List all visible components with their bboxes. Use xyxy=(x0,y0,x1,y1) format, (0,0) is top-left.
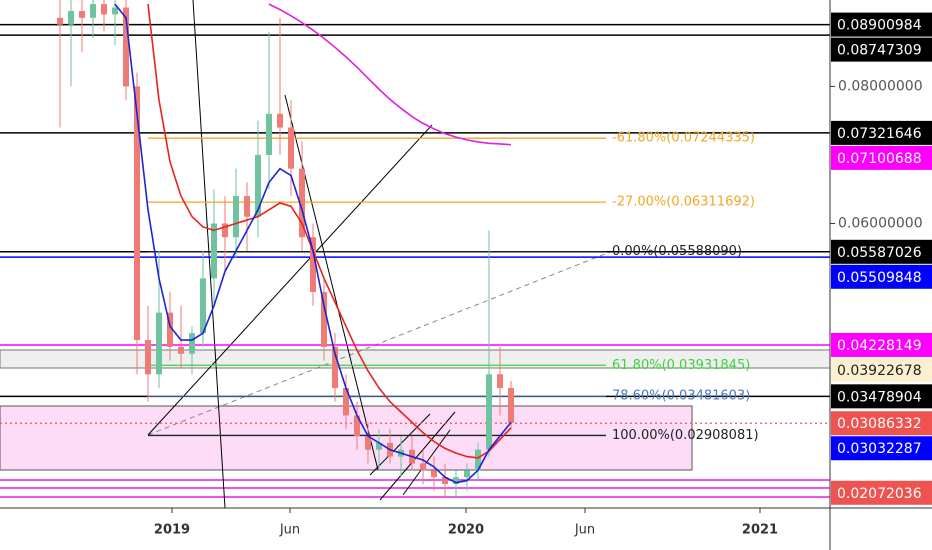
ma-line xyxy=(268,3,512,146)
price-label: 0.07100688 xyxy=(837,151,922,167)
price-label: 0.08747309 xyxy=(837,43,922,59)
candle-body xyxy=(288,127,294,169)
price-label: 0.04228149 xyxy=(837,338,922,354)
price-label-box xyxy=(831,411,932,436)
x-tick-label: 2020 xyxy=(448,523,484,538)
candle-body xyxy=(90,4,96,18)
candle-body xyxy=(321,292,327,347)
candle-body xyxy=(145,340,151,375)
price-label-box xyxy=(831,264,932,289)
price-label-box xyxy=(831,120,932,145)
price-label-box xyxy=(831,357,932,382)
x-tick-label: 2019 xyxy=(154,523,190,538)
price-label: 0.05509848 xyxy=(837,270,922,286)
trend-line xyxy=(147,124,433,436)
price-label-box xyxy=(831,37,932,62)
candle-body xyxy=(167,312,173,347)
candle-body xyxy=(57,17,63,25)
price-label-box xyxy=(831,332,932,357)
candle-body xyxy=(420,463,426,471)
candle-body xyxy=(365,436,371,450)
candle-body xyxy=(189,333,195,354)
candle-body xyxy=(277,113,283,128)
x-tick-label: 2021 xyxy=(742,523,778,538)
price-axis: 0.08000000 0.06000000 0.08900984 0.08747309… xyxy=(830,0,932,508)
candle-body xyxy=(68,10,74,25)
candle-body xyxy=(255,154,261,217)
candle-body xyxy=(200,278,206,334)
price-label: 0.02072036 xyxy=(837,486,922,502)
fib-trend xyxy=(147,251,611,436)
candle-body xyxy=(332,346,338,389)
candle-body xyxy=(156,312,162,375)
fib-label: 78.60%(0.03481603) xyxy=(612,389,750,404)
ma-line xyxy=(147,4,512,459)
candle-body xyxy=(299,168,305,238)
trend-line xyxy=(284,94,379,471)
candle-body xyxy=(233,196,239,238)
candle-body xyxy=(123,7,129,87)
candle-body xyxy=(244,196,250,217)
price-label: 0.03922678 xyxy=(837,363,922,379)
fib-label: -61.80%(0.07244335) xyxy=(612,131,755,146)
candle-body xyxy=(134,86,140,341)
price-label: 0.03032287 xyxy=(837,441,922,457)
candle-body xyxy=(211,223,217,279)
fib-label: -27.00%(0.06311692) xyxy=(612,195,755,210)
fib-label: 0.00%(0.05588090) xyxy=(612,244,742,259)
fib-label: 100.00%(0.02908081) xyxy=(612,428,759,443)
candle-body xyxy=(222,223,228,238)
candle-body xyxy=(486,374,492,450)
candle-body xyxy=(508,388,514,423)
candle-body xyxy=(442,477,448,485)
trend-line xyxy=(192,0,226,508)
candle-body xyxy=(266,113,272,155)
zone-box xyxy=(0,349,830,369)
price-label-box xyxy=(831,436,932,461)
ma-line xyxy=(114,3,512,484)
x-tick-label: Jun xyxy=(279,523,300,538)
candle-body xyxy=(354,415,360,437)
price-label: 0.03086332 xyxy=(837,416,922,432)
candle-body xyxy=(310,237,316,293)
candle-body xyxy=(343,388,349,416)
candle-body xyxy=(112,7,118,15)
price-label: 0.08900984 xyxy=(837,18,922,34)
candle-body xyxy=(464,470,470,478)
price-label-box xyxy=(831,145,932,170)
price-label: 0.05587026 xyxy=(837,245,922,261)
price-label-box xyxy=(831,12,932,37)
candle-body xyxy=(497,374,503,389)
y-tick-label: 0.08000000 xyxy=(838,78,923,94)
candle-body xyxy=(101,4,107,15)
y-tick-label: 0.06000000 xyxy=(838,215,923,231)
price-label-box xyxy=(831,239,932,264)
candle-body xyxy=(376,442,382,450)
price-label-box xyxy=(831,480,932,505)
x-tick-label: Jun xyxy=(574,523,595,538)
plot: -61.80%(0.07244335) -27.00%(0.06311692) 0.… xyxy=(0,0,830,498)
fib-label: 61.80%(0.03931845) xyxy=(612,358,750,373)
trend-line xyxy=(369,413,431,476)
trend-line xyxy=(379,411,456,501)
price-label: 0.07321646 xyxy=(837,126,922,142)
candle-body xyxy=(79,10,85,18)
candle-body xyxy=(475,449,481,471)
candle-body xyxy=(178,346,184,354)
price-label-box xyxy=(831,384,932,409)
price-label: 0.03478904 xyxy=(837,389,922,405)
candle-body xyxy=(431,470,437,478)
candle-body xyxy=(453,477,459,485)
